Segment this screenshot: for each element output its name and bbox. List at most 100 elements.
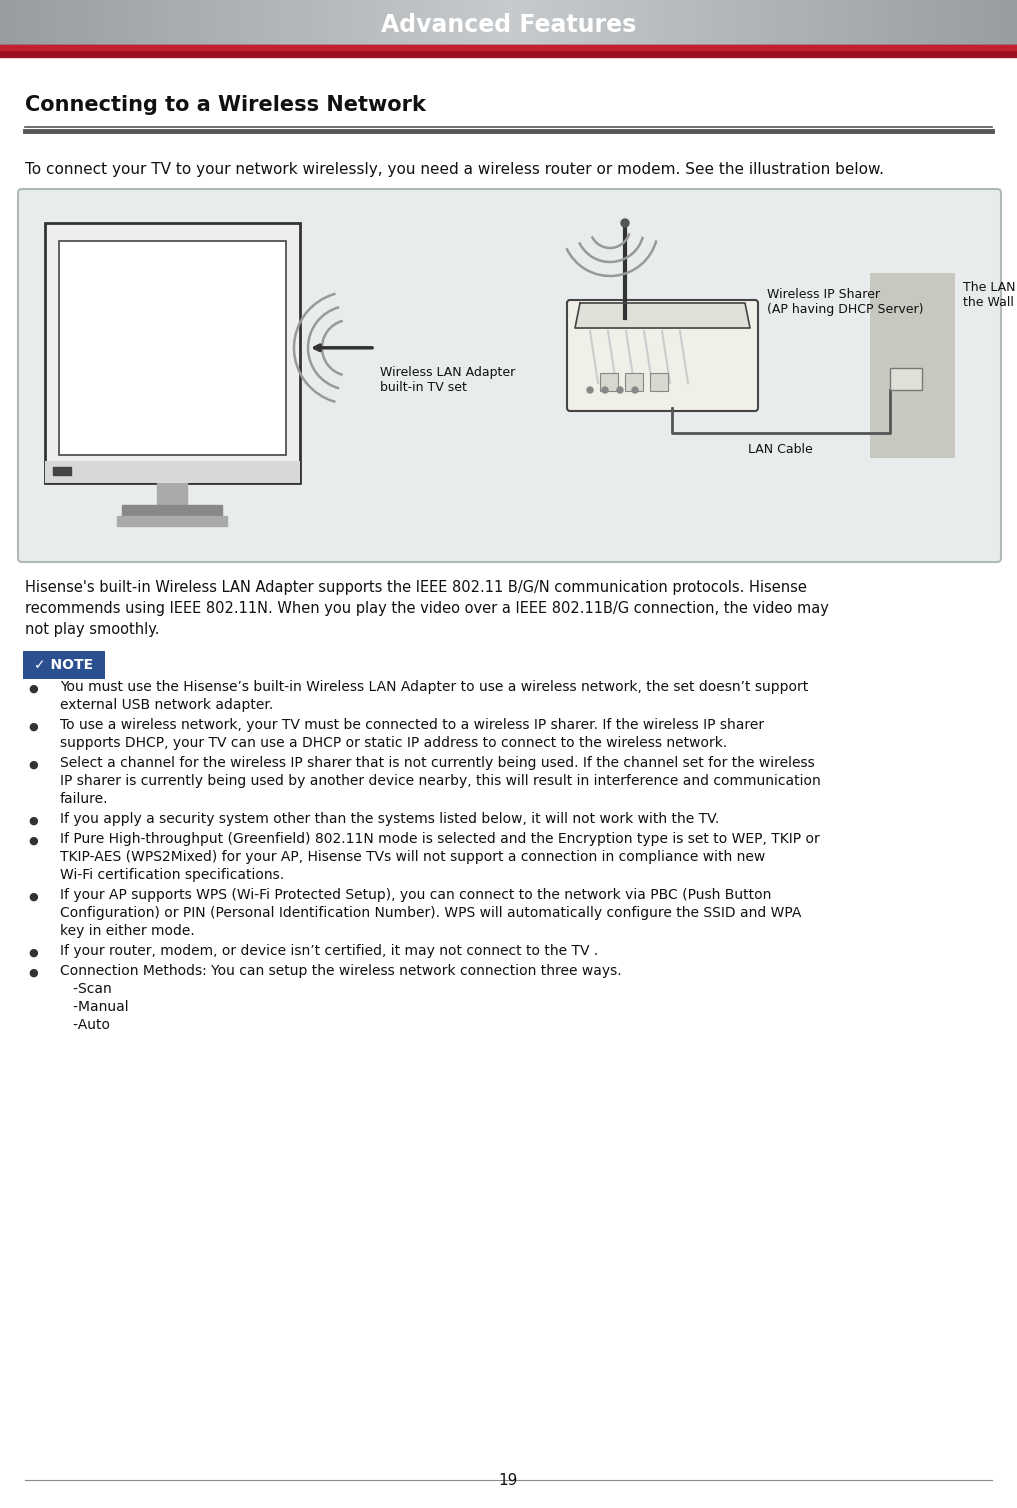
Text: If Pure High-throughput (Greenfield) 802.11N mode is selected and the Encryption: If Pure High-throughput (Greenfield) 802… (60, 832, 820, 846)
Bar (402, 0, 407, 47)
Bar (905, 0, 910, 47)
Bar (610, 0, 615, 47)
Bar (870, 0, 875, 47)
Bar (351, 0, 356, 47)
Text: You must use the Hisense’s built-in Wireless LAN Adapter to use a wireless netwo: You must use the Hisense’s built-in Wire… (60, 680, 809, 694)
Bar (951, 0, 956, 47)
Text: ✓ NOTE: ✓ NOTE (35, 657, 94, 673)
Text: Configuration) or PIN (Personal Identification Number). WPS will automatically c: Configuration) or PIN (Personal Identifi… (60, 906, 801, 920)
Bar (625, 0, 631, 47)
Bar (315, 0, 320, 47)
Bar (712, 0, 717, 47)
Bar (793, 0, 798, 47)
Circle shape (617, 388, 623, 394)
Bar (468, 0, 473, 47)
Bar (71, 0, 76, 47)
Bar (636, 0, 641, 47)
Bar (493, 0, 498, 47)
Bar (132, 0, 137, 47)
Bar (488, 0, 493, 47)
Bar (997, 0, 1002, 47)
Bar (46, 0, 51, 47)
Bar (36, 0, 41, 47)
Bar (676, 0, 681, 47)
Bar (51, 0, 56, 47)
Bar (229, 0, 234, 47)
Bar (946, 0, 951, 47)
Bar (178, 0, 183, 47)
Bar (814, 0, 819, 47)
Bar (447, 0, 453, 47)
Bar (544, 0, 549, 47)
Text: TKIP-AES (WPS2Mixed) for your AP, Hisense TVs will not support a connection in c: TKIP-AES (WPS2Mixed) for your AP, Hisens… (60, 851, 765, 864)
Bar (890, 368, 922, 391)
Bar (407, 0, 412, 47)
Bar (214, 0, 219, 47)
Bar (31, 0, 36, 47)
Bar (392, 0, 397, 47)
Bar (559, 0, 564, 47)
Bar (157, 483, 187, 508)
Bar (686, 0, 692, 47)
Bar (646, 0, 651, 47)
Bar (417, 0, 422, 47)
Text: -Manual: -Manual (60, 1000, 128, 1013)
Bar (275, 0, 280, 47)
Bar (147, 0, 153, 47)
Bar (920, 0, 925, 47)
Bar (473, 0, 478, 47)
Bar (925, 0, 931, 47)
Bar (102, 0, 107, 47)
Bar (81, 0, 86, 47)
Bar (1007, 0, 1012, 47)
Text: To use a wireless network, your TV must be connected to a wireless IP sharer. If: To use a wireless network, your TV must … (60, 718, 764, 731)
Bar (305, 0, 310, 47)
Bar (971, 0, 976, 47)
Bar (117, 516, 227, 526)
Bar (870, 273, 955, 458)
Bar (168, 0, 173, 47)
Bar (203, 0, 208, 47)
Bar (931, 0, 936, 47)
Bar (600, 0, 605, 47)
Bar (834, 0, 839, 47)
Bar (45, 223, 300, 483)
Bar (239, 0, 244, 47)
Bar (463, 0, 468, 47)
Bar (732, 0, 737, 47)
Bar (20, 0, 25, 47)
Bar (666, 0, 671, 47)
Bar (514, 0, 519, 47)
Bar (966, 0, 971, 47)
Bar (961, 0, 966, 47)
Bar (249, 0, 254, 47)
Bar (219, 0, 224, 47)
Bar (763, 0, 768, 47)
Bar (163, 0, 168, 47)
Bar (270, 0, 275, 47)
Bar (707, 0, 712, 47)
Bar (809, 0, 814, 47)
Bar (656, 0, 661, 47)
Bar (498, 0, 503, 47)
Bar (188, 0, 193, 47)
Bar (702, 0, 707, 47)
Bar (671, 0, 676, 47)
Bar (122, 505, 222, 519)
Bar (941, 0, 946, 47)
Bar (376, 0, 381, 47)
Bar (849, 0, 854, 47)
Bar (183, 0, 188, 47)
Bar (285, 0, 290, 47)
Text: Connection Methods: You can setup the wireless network connection three ways.: Connection Methods: You can setup the wi… (60, 964, 621, 979)
Bar (259, 0, 264, 47)
Bar (539, 0, 544, 47)
Bar (0, 45, 1017, 50)
Bar (117, 0, 122, 47)
Bar (519, 0, 524, 47)
Bar (361, 0, 366, 47)
Bar (483, 0, 488, 47)
Bar (742, 0, 747, 47)
Bar (142, 0, 147, 47)
Bar (727, 0, 732, 47)
